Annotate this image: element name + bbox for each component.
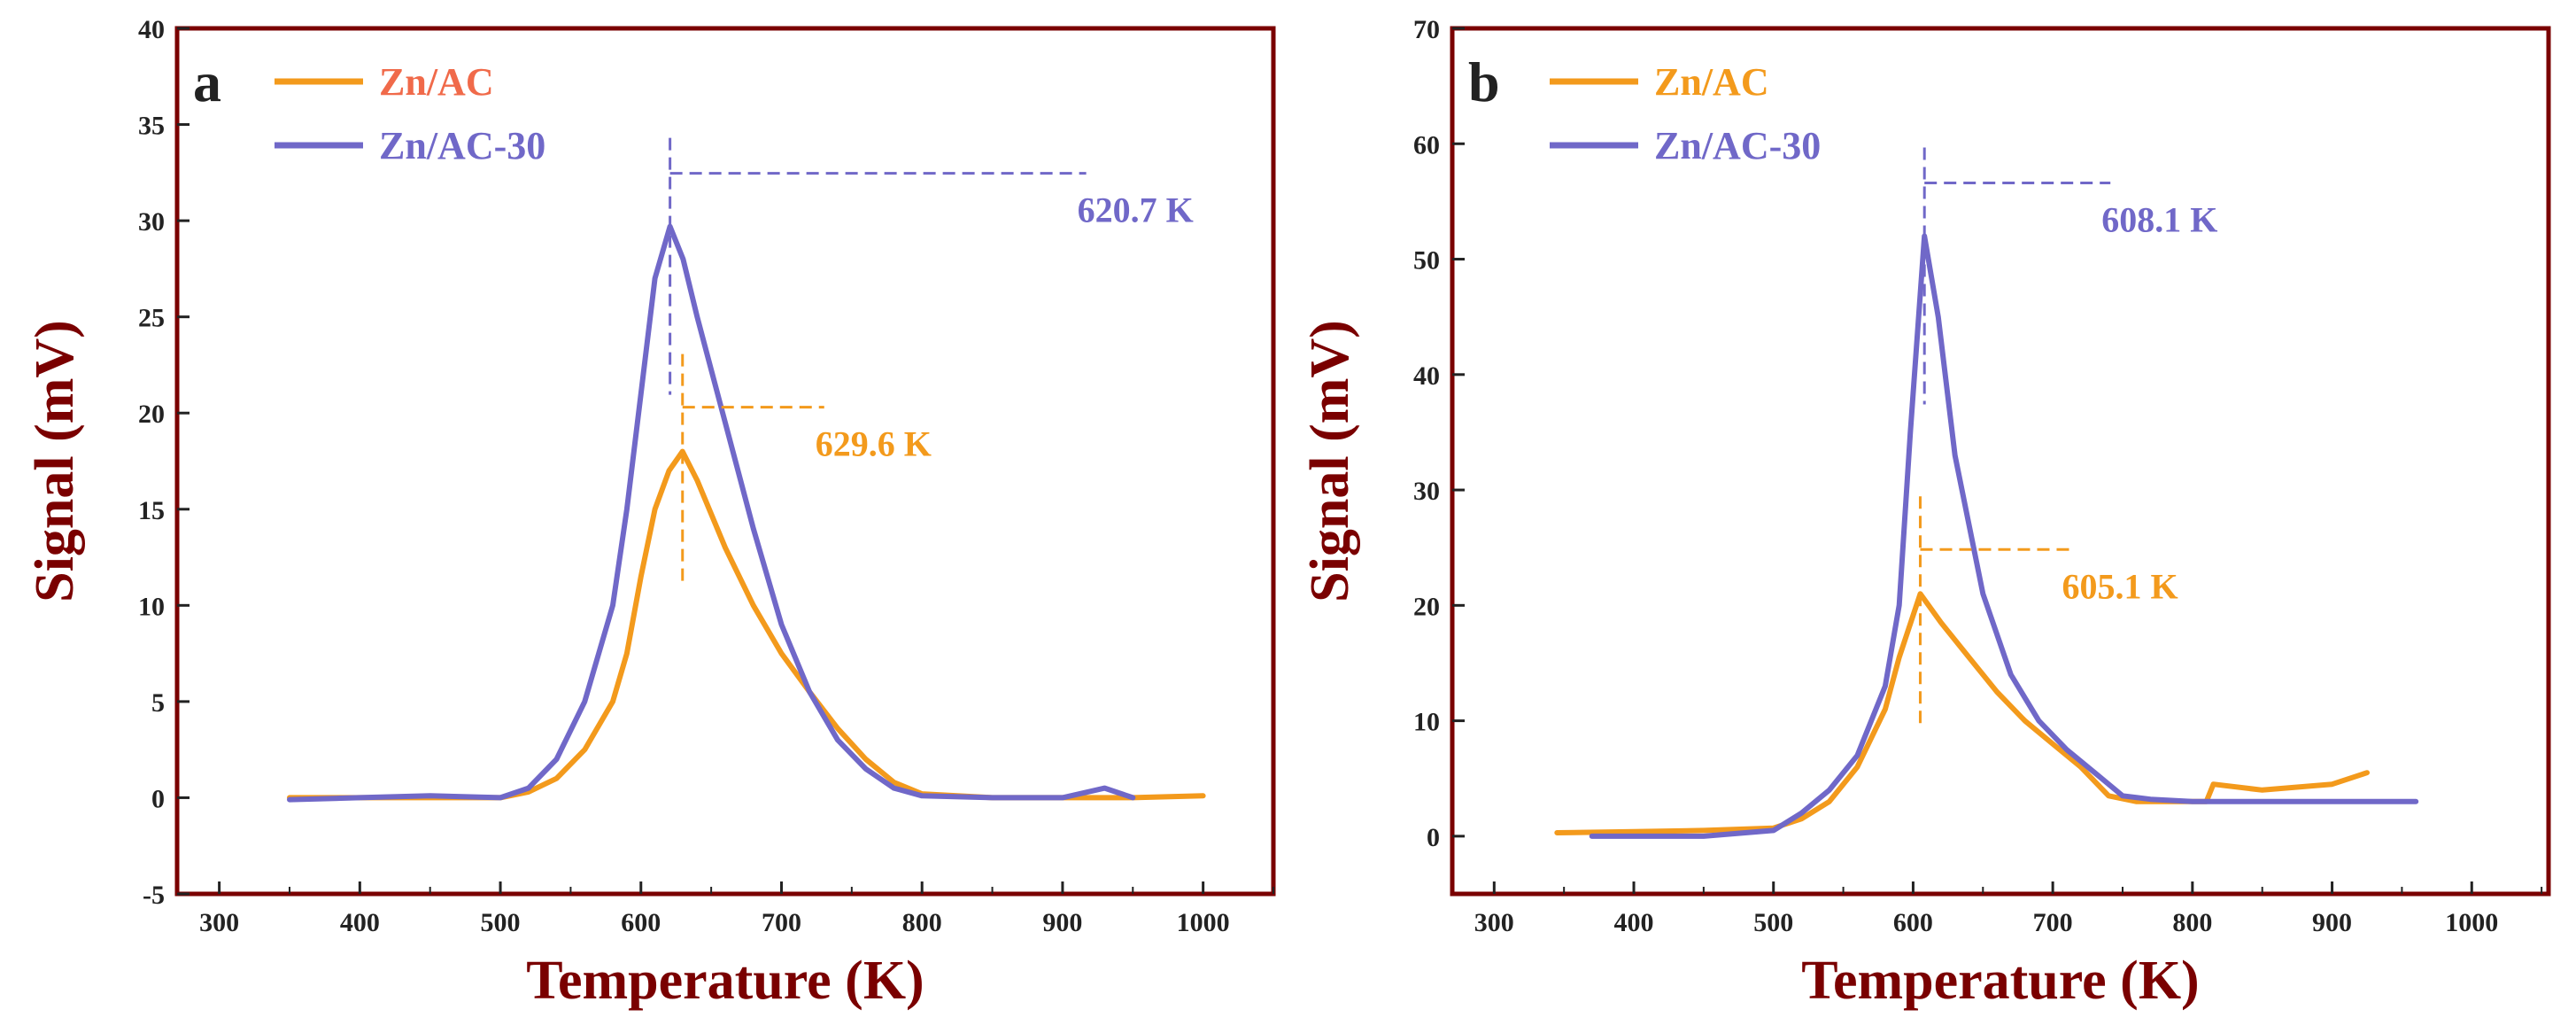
series-line-zn-ac-30 <box>1589 233 2419 839</box>
x-tick-label: 800 <box>902 908 942 937</box>
plot-frame <box>1450 26 2551 897</box>
x-tick-label: 300 <box>1474 908 1514 937</box>
y-tick-label: 0 <box>1427 823 1440 852</box>
x-tick-label: 500 <box>1753 908 1793 937</box>
x-tick-label: 400 <box>1614 908 1654 937</box>
y-tick-label: 20 <box>1413 592 1440 621</box>
y-tick-label: 60 <box>1413 130 1440 159</box>
panel-b: 300 400 500 600 700 800 900 1000 0 10 20 30 40 50 60 70… <box>1300 15 2551 1011</box>
y-tick-label: -5 <box>143 881 165 910</box>
x-tick-label: 800 <box>2172 908 2212 937</box>
y-tick-label: 70 <box>1413 15 1440 44</box>
peak-label: 620.7 K <box>1078 190 1194 230</box>
peak-label: 605.1 K <box>2062 566 2178 606</box>
peak-label: 608.1 K <box>2101 199 2217 239</box>
y-tick-label: 40 <box>1413 361 1440 391</box>
x-tick-label: 600 <box>1893 908 1933 937</box>
y-tick-label: 30 <box>138 207 165 237</box>
y-tick-label: 0 <box>151 784 165 813</box>
y-tick-label: 10 <box>138 592 165 621</box>
x-tick-label: 700 <box>762 908 801 937</box>
x-axis-title: Temperature (K) <box>1801 951 2199 1011</box>
x-tick-label: 500 <box>481 908 521 937</box>
x-tick-label: 900 <box>1042 908 1082 937</box>
panel-letter: b <box>1468 50 1500 113</box>
y-tick-label: 5 <box>151 688 165 718</box>
x-tick-label: 600 <box>621 908 661 937</box>
series-line-zn-ac-30 <box>287 223 1136 803</box>
legend-label: Zn/AC <box>1654 60 1769 104</box>
y-tick-label: 10 <box>1413 708 1440 737</box>
y-axis-title: Signal (mV) <box>1300 320 1360 602</box>
x-tick-label: 400 <box>340 908 380 937</box>
x-tick-label: 300 <box>199 908 239 937</box>
y-tick-label: 15 <box>138 496 165 525</box>
legend-label: Zn/AC <box>379 60 494 104</box>
x-tick-label: 700 <box>2033 908 2073 937</box>
x-tick-label: 1000 <box>1177 908 1230 937</box>
x-tick-label: 900 <box>2312 908 2352 937</box>
x-tick-label: 1000 <box>2445 908 2498 937</box>
y-tick-label: 25 <box>138 304 165 333</box>
y-tick-label: 50 <box>1413 246 1440 276</box>
x-axis-title: Temperature (K) <box>526 951 924 1011</box>
y-tick-label: 40 <box>138 15 165 44</box>
peak-label: 629.6 K <box>816 424 932 464</box>
y-tick-label: 35 <box>138 112 165 141</box>
y-axis-title: Signal (mV) <box>25 320 85 602</box>
panel-letter: a <box>193 50 221 113</box>
legend-label: Zn/AC-30 <box>379 124 545 167</box>
y-tick-label: 30 <box>1413 477 1440 506</box>
series-line-zn-ac <box>1554 591 2370 835</box>
legend-label: Zn/AC-30 <box>1654 124 1821 167</box>
plot-frame <box>174 26 1276 897</box>
panel-a: 300 400 500 600 700 800 900 1000 -5 0 5 10 15 20 25 30 3… <box>25 15 1276 1011</box>
y-tick-label: 20 <box>138 400 165 429</box>
